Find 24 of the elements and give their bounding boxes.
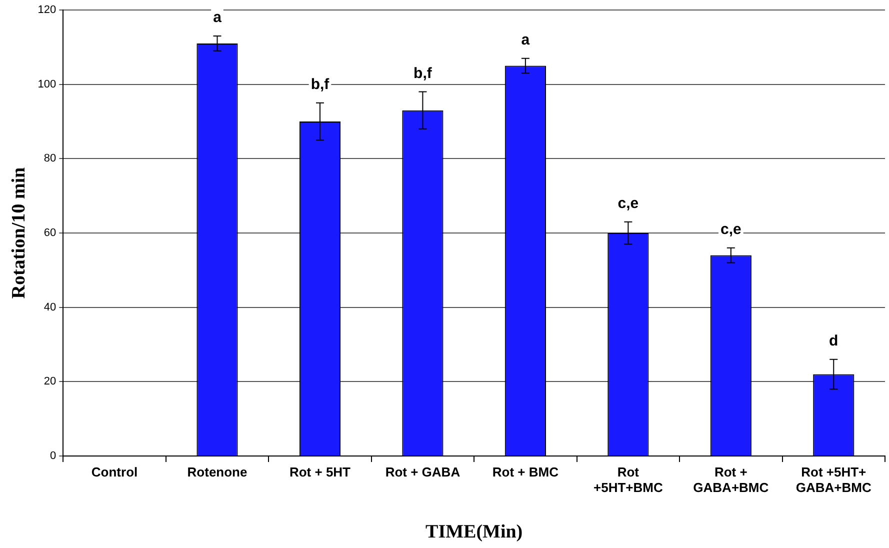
y-tick-label: 20: [44, 376, 56, 388]
x-tick-label: Rot + 5HT: [289, 464, 351, 480]
y-tick-label: 40: [44, 301, 56, 314]
data-label: d: [829, 332, 838, 350]
x-tick-label: Rot + GABA+BMC: [693, 464, 770, 495]
x-tick-label: Rot + GABA: [385, 464, 461, 480]
data-label: c,e: [720, 221, 742, 238]
y-tick-label: 100: [38, 78, 56, 90]
x-tick-label: Rotenone: [187, 464, 248, 480]
data-label: a: [213, 9, 222, 26]
data-label: c,e: [618, 194, 639, 212]
data-label: a: [521, 31, 530, 48]
x-tick-label: Rot +5HT+ GABA+BMC: [796, 464, 872, 495]
data-label: b,f: [414, 64, 433, 82]
y-tick-label: 60: [44, 227, 56, 240]
x-tick-label: Rot +5HT+BMC: [593, 464, 664, 495]
x-tick-label: Rot + BMC: [492, 464, 560, 480]
x-axis-title: TIME(Min): [426, 522, 523, 543]
y-axis-title: Rotation/10 min: [8, 166, 30, 299]
y-tick-label: 0: [50, 450, 56, 462]
y-tick-label: 80: [44, 152, 56, 165]
data-label: b,f: [310, 76, 330, 94]
x-tick-label: Control: [91, 464, 138, 480]
y-tick-label: 120: [38, 4, 56, 16]
